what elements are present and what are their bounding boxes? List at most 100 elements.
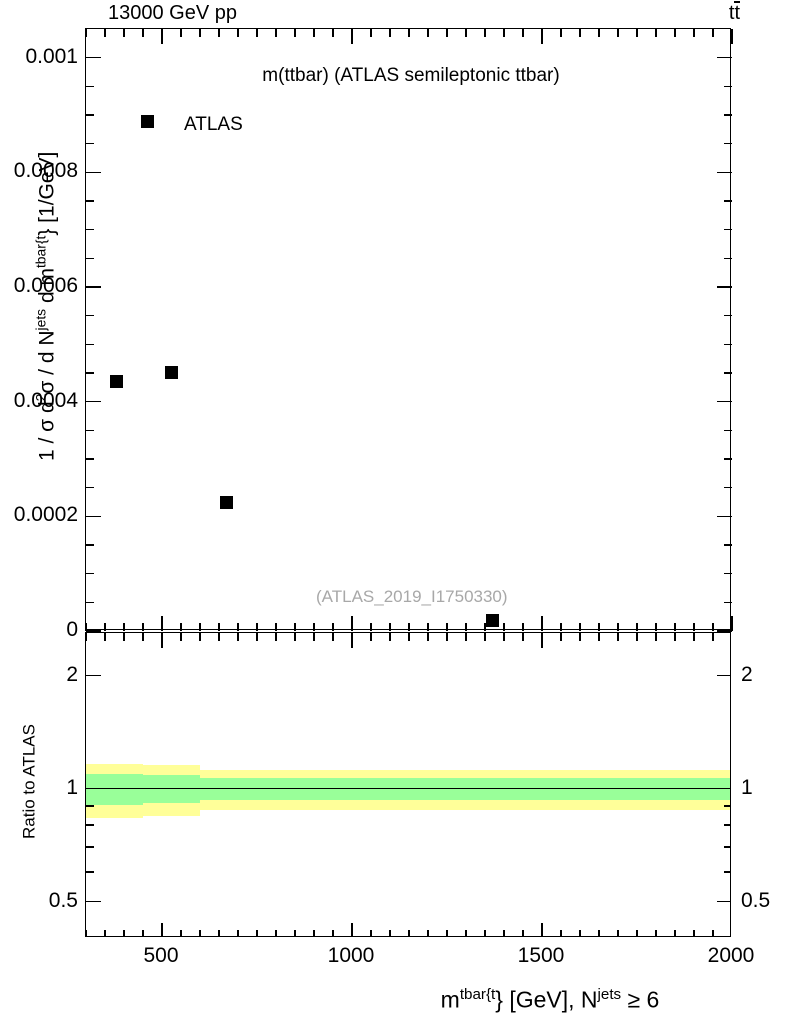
axis-tick [86,372,94,374]
axis-tick [86,85,94,88]
axis-tick [161,616,163,631]
axis-tick [724,314,732,317]
axis-tick [465,930,467,936]
ratio-y-tick-label: 1 [66,775,78,799]
axis-tick [724,846,730,848]
axis-tick [370,623,372,631]
axis-tick [389,623,391,631]
axis-tick [724,601,732,604]
axis-tick [408,930,410,936]
axis-tick [104,623,106,631]
axis-tick [86,805,94,807]
axis-tick [199,633,201,641]
axis-tick [598,633,600,641]
axis-tick [313,930,315,936]
y-tick-label: 0.0004 [13,388,78,412]
axis-tick [180,633,182,641]
axis-tick [104,633,106,641]
y-tick-label: 0.0002 [13,503,78,527]
ratio-y-tick-label-right: 0.5 [741,888,771,912]
axis-tick [465,29,467,37]
axis-tick [86,114,94,116]
ratio-y-tick-label-right: 1 [741,775,753,799]
axis-tick [85,623,87,631]
axis-tick [86,675,101,677]
axis-tick [693,633,695,641]
axis-tick [237,930,239,936]
ratio-y-tick-label-right: 2 [741,662,753,686]
axis-tick [332,930,334,936]
axis-tick [86,400,101,403]
axis-tick [86,824,94,826]
axis-tick [446,633,448,641]
main-plot-panel: m(ttbar) (ATLAS semileptonic ttbar) ATLA… [85,28,733,632]
axis-tick [161,923,163,936]
axis-tick [636,623,638,631]
axis-tick [579,623,581,631]
ratio-y-axis-title: Ratio to ATLAS [19,724,39,839]
axis-tick [408,623,410,631]
axis-tick [256,623,258,631]
axis-tick [617,633,619,641]
axis-tick [408,29,410,37]
axis-tick [717,900,730,903]
axis-tick [655,633,657,641]
data-point [220,495,234,509]
axis-tick [218,623,220,631]
axis-tick [142,633,144,641]
x-tick-label: 500 [143,944,179,967]
axis-tick [503,623,505,631]
axis-tick [86,257,94,260]
y-tick-label: 0.0006 [13,274,78,297]
axis-tick [256,29,258,37]
axis-tick [199,623,201,631]
axis-tick [724,257,732,260]
axis-tick [636,930,638,936]
axis-tick [237,633,239,641]
axis-tick [560,29,562,37]
y-tick-label: 0.001 [25,44,78,68]
legend: ATLAS [141,114,243,136]
axis-tick [86,544,94,546]
axis-tick [731,616,733,631]
axis-tick [427,930,429,936]
axis-tick [693,623,695,631]
axis-tick [693,930,695,936]
axis-tick [123,930,125,936]
axis-tick [598,930,600,936]
x-tick-label: 1500 [517,944,565,967]
axis-tick [86,286,101,288]
axis-tick [446,623,448,631]
axis-tick [636,29,638,37]
axis-tick [717,515,732,518]
axis-tick [712,930,714,936]
axis-tick [86,871,94,873]
axis-tick [332,623,334,631]
axis-tick [370,633,372,641]
axis-tick [541,633,543,648]
axis-tick [484,633,486,641]
axis-tick [86,787,101,790]
axis-tick [560,633,562,641]
axis-tick [180,29,182,37]
axis-tick [724,372,732,374]
axis-tick [693,29,695,37]
y-tick-label: 0 [66,618,78,641]
axis-tick [724,142,732,145]
axis-tick [86,200,94,202]
axis-tick [560,623,562,631]
legend-label-atlas: ATLAS [184,114,243,135]
axis-tick [503,29,505,37]
axis-tick [294,29,296,37]
axis-tick [408,633,410,641]
axis-tick [674,29,676,37]
axis-tick [180,623,182,631]
x-axis-title: mtbar{t} [GeV], Njets ≥ 6 [440,986,660,1013]
axis-tick [275,633,277,641]
process-t-quark: t [728,2,735,24]
axis-tick [617,29,619,37]
ratio-plot-panel [85,632,731,937]
axis-tick [332,29,334,37]
analysis-id-watermark: (ATLAS_2019_I1750330) [316,587,508,606]
axis-tick [724,824,730,826]
